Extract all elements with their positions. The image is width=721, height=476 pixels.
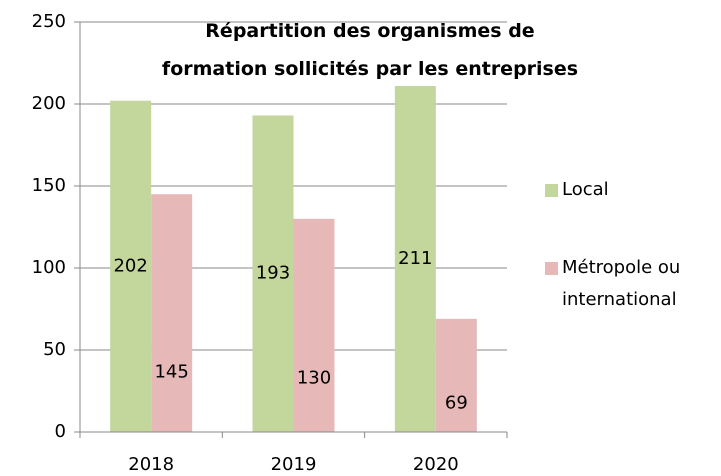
y-tick-label: 0 [55, 421, 66, 442]
y-tick-label: 150 [32, 175, 66, 196]
data-label: 193 [256, 263, 290, 284]
x-tick-label: 2018 [128, 454, 174, 475]
bar [151, 194, 193, 432]
y-tick-label: 250 [32, 11, 66, 32]
bar [293, 218, 335, 432]
x-tick-label: 2019 [271, 454, 317, 475]
data-label: 211 [398, 248, 432, 269]
bar [110, 100, 152, 432]
y-tick-label: 50 [43, 339, 66, 360]
data-label: 130 [297, 368, 331, 389]
bar [252, 115, 294, 432]
legend-label: Métropole ou international [562, 257, 681, 310]
y-tick-label: 200 [32, 93, 66, 114]
legend-label: Local [562, 179, 609, 200]
chart-title: Répartition des organismes de formation … [161, 20, 579, 80]
x-tick-label: 2020 [413, 454, 459, 475]
y-tick-label: 100 [32, 257, 66, 278]
bar [394, 85, 436, 433]
legend-swatch [545, 262, 558, 275]
bar [435, 318, 477, 432]
legend-swatch [545, 184, 558, 197]
data-label: 145 [154, 362, 188, 383]
data-label: 202 [113, 255, 147, 276]
data-label: 69 [445, 393, 468, 414]
